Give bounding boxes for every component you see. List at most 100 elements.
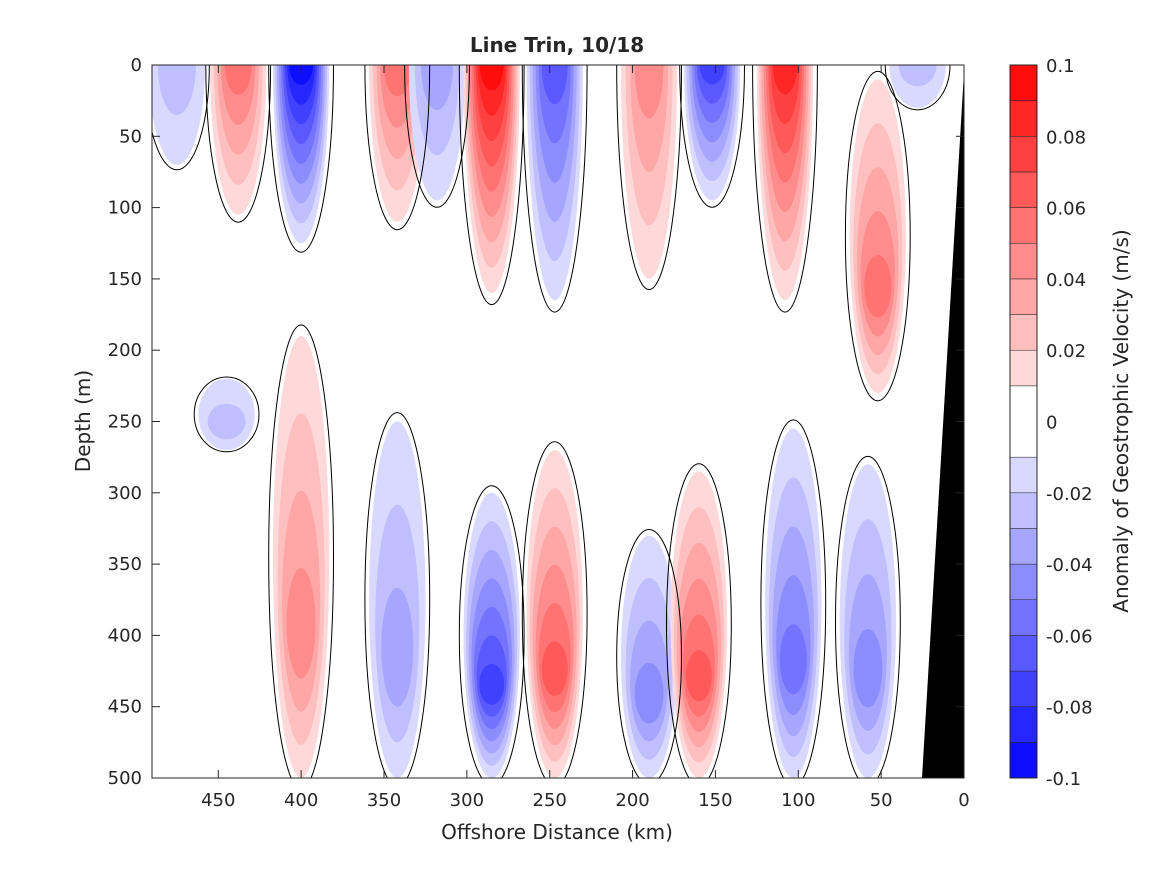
contour-band	[541, 641, 568, 696]
y-tick-label: 150	[108, 269, 142, 290]
x-tick-label: 200	[615, 790, 649, 811]
contour-band	[634, 65, 664, 119]
zero-contour-line	[844, 70, 911, 402]
anomaly-cell	[272, 336, 330, 778]
contour-band	[286, 568, 316, 679]
colorbar-swatch	[1009, 528, 1038, 565]
zero-contour-line	[760, 419, 827, 778]
zero-contour-line	[616, 529, 682, 778]
chart-title: Line Trin, 10/18	[470, 33, 644, 57]
zero-contour-line	[679, 65, 745, 208]
y-tick-label: 200	[108, 340, 142, 361]
y-tick-label: 500	[108, 768, 142, 789]
x-tick-label: 350	[367, 790, 401, 811]
anomaly-cell	[756, 65, 814, 301]
anomaly-cell	[670, 471, 728, 778]
contour-band	[224, 65, 252, 95]
zero-contour-line	[752, 65, 818, 313]
y-axis: 0 50 100 150 200 250 300 350 400 450 500	[108, 55, 964, 789]
colorbar-swatch	[1009, 456, 1038, 494]
x-tick-label: 100	[781, 790, 815, 811]
colorbar-tick-label: 0.06	[1046, 199, 1086, 220]
anomaly-cell	[683, 65, 741, 201]
zero-contour-line	[205, 65, 272, 223]
colorbar-swatch	[1009, 742, 1038, 779]
x-tick-label: 300	[450, 790, 484, 811]
zero-contour-layer	[152, 65, 951, 778]
x-tick-label: 450	[201, 790, 235, 811]
zero-contour-line	[152, 65, 210, 171]
anomaly-cell	[526, 65, 583, 301]
colorbar-swatch	[1009, 670, 1038, 707]
contour-band	[157, 65, 196, 115]
anomaly-cell	[198, 378, 255, 451]
colorbar-tick-label: -0.1	[1046, 769, 1081, 790]
contour-band	[898, 65, 937, 87]
contour-band	[699, 65, 725, 85]
y-tick-label: 50	[119, 126, 142, 147]
colorbar-tick-label: -0.02	[1046, 484, 1093, 505]
contour-fill-layer	[152, 65, 946, 778]
contour-band	[289, 65, 313, 85]
x-tick-label: 250	[533, 790, 567, 811]
contour-band	[541, 65, 568, 105]
y-tick-label: 450	[108, 697, 142, 718]
y-tick-label: 400	[108, 625, 142, 646]
contour-band	[853, 629, 883, 708]
colorbar: 0.1 0.08 0.06 0.04 0.02 0 -0.02 -0.04 -0.06 -0.08…	[1009, 56, 1093, 790]
contour-band	[686, 650, 712, 702]
colorbar-swatch	[1009, 243, 1038, 280]
anomaly-cell	[889, 65, 946, 108]
colorbar-swatch	[1009, 136, 1038, 173]
colorbar-swatch	[1009, 706, 1038, 743]
colorbar-tick-label: 0.1	[1046, 56, 1075, 77]
colorbar-swatch	[1009, 64, 1038, 101]
contour-band	[779, 624, 807, 695]
contour-band	[772, 65, 798, 95]
colorbar-swatch	[1009, 207, 1038, 244]
bathymetry-shape	[922, 72, 964, 778]
anomaly-cell	[272, 65, 330, 244]
y-axis-label: Depth (m)	[71, 370, 95, 472]
contour-band	[207, 403, 246, 440]
colorbar-tick-label: -0.04	[1046, 555, 1093, 576]
colorbar-swatch	[1009, 171, 1038, 208]
colorbar-swatch	[1009, 599, 1038, 636]
zero-contour-line	[616, 65, 682, 291]
anomaly-cell	[463, 65, 520, 294]
colorbar-swatch	[1009, 100, 1038, 137]
contour-band	[864, 254, 892, 318]
zero-contour-line	[884, 65, 951, 111]
colorbar-tick-label: 0.02	[1046, 341, 1086, 362]
y-tick-label: 100	[108, 198, 142, 219]
colorbar-swatch	[1009, 349, 1038, 387]
anomaly-cell	[849, 79, 906, 393]
colorbar-frame	[1009, 64, 1038, 779]
colorbar-tick-label: 0.08	[1046, 127, 1086, 148]
y-tick-label: 250	[108, 412, 142, 433]
zero-contour-line	[404, 65, 470, 208]
colorbar-swatch	[1009, 314, 1038, 351]
anomaly-cell	[369, 65, 426, 222]
colorbar-tick-label: -0.06	[1046, 626, 1093, 647]
zero-contour-line	[458, 65, 525, 306]
colorbar-swatch	[1009, 635, 1038, 672]
x-tick-label: 0	[958, 790, 969, 811]
anomaly-cell	[526, 450, 583, 778]
zero-contour-line	[521, 65, 588, 313]
zero-contour-line	[193, 376, 260, 453]
contour-band	[479, 65, 504, 91]
colorbar-swatch	[1009, 492, 1038, 529]
colorbar-tick-label: -0.08	[1046, 698, 1093, 719]
contour-band	[634, 662, 664, 724]
zero-contour-line	[666, 463, 732, 778]
zero-contour-line	[521, 441, 588, 778]
x-tick-label: 400	[284, 790, 318, 811]
contour-band	[381, 587, 414, 707]
colorbar-tick-label: 0	[1046, 413, 1057, 434]
x-tick-label: 50	[870, 790, 893, 811]
colorbar-label: Anomaly of Geostrophic Velocity (m/s)	[1109, 229, 1133, 612]
zero-contour-line	[364, 65, 431, 231]
y-tick-label: 350	[108, 554, 142, 575]
